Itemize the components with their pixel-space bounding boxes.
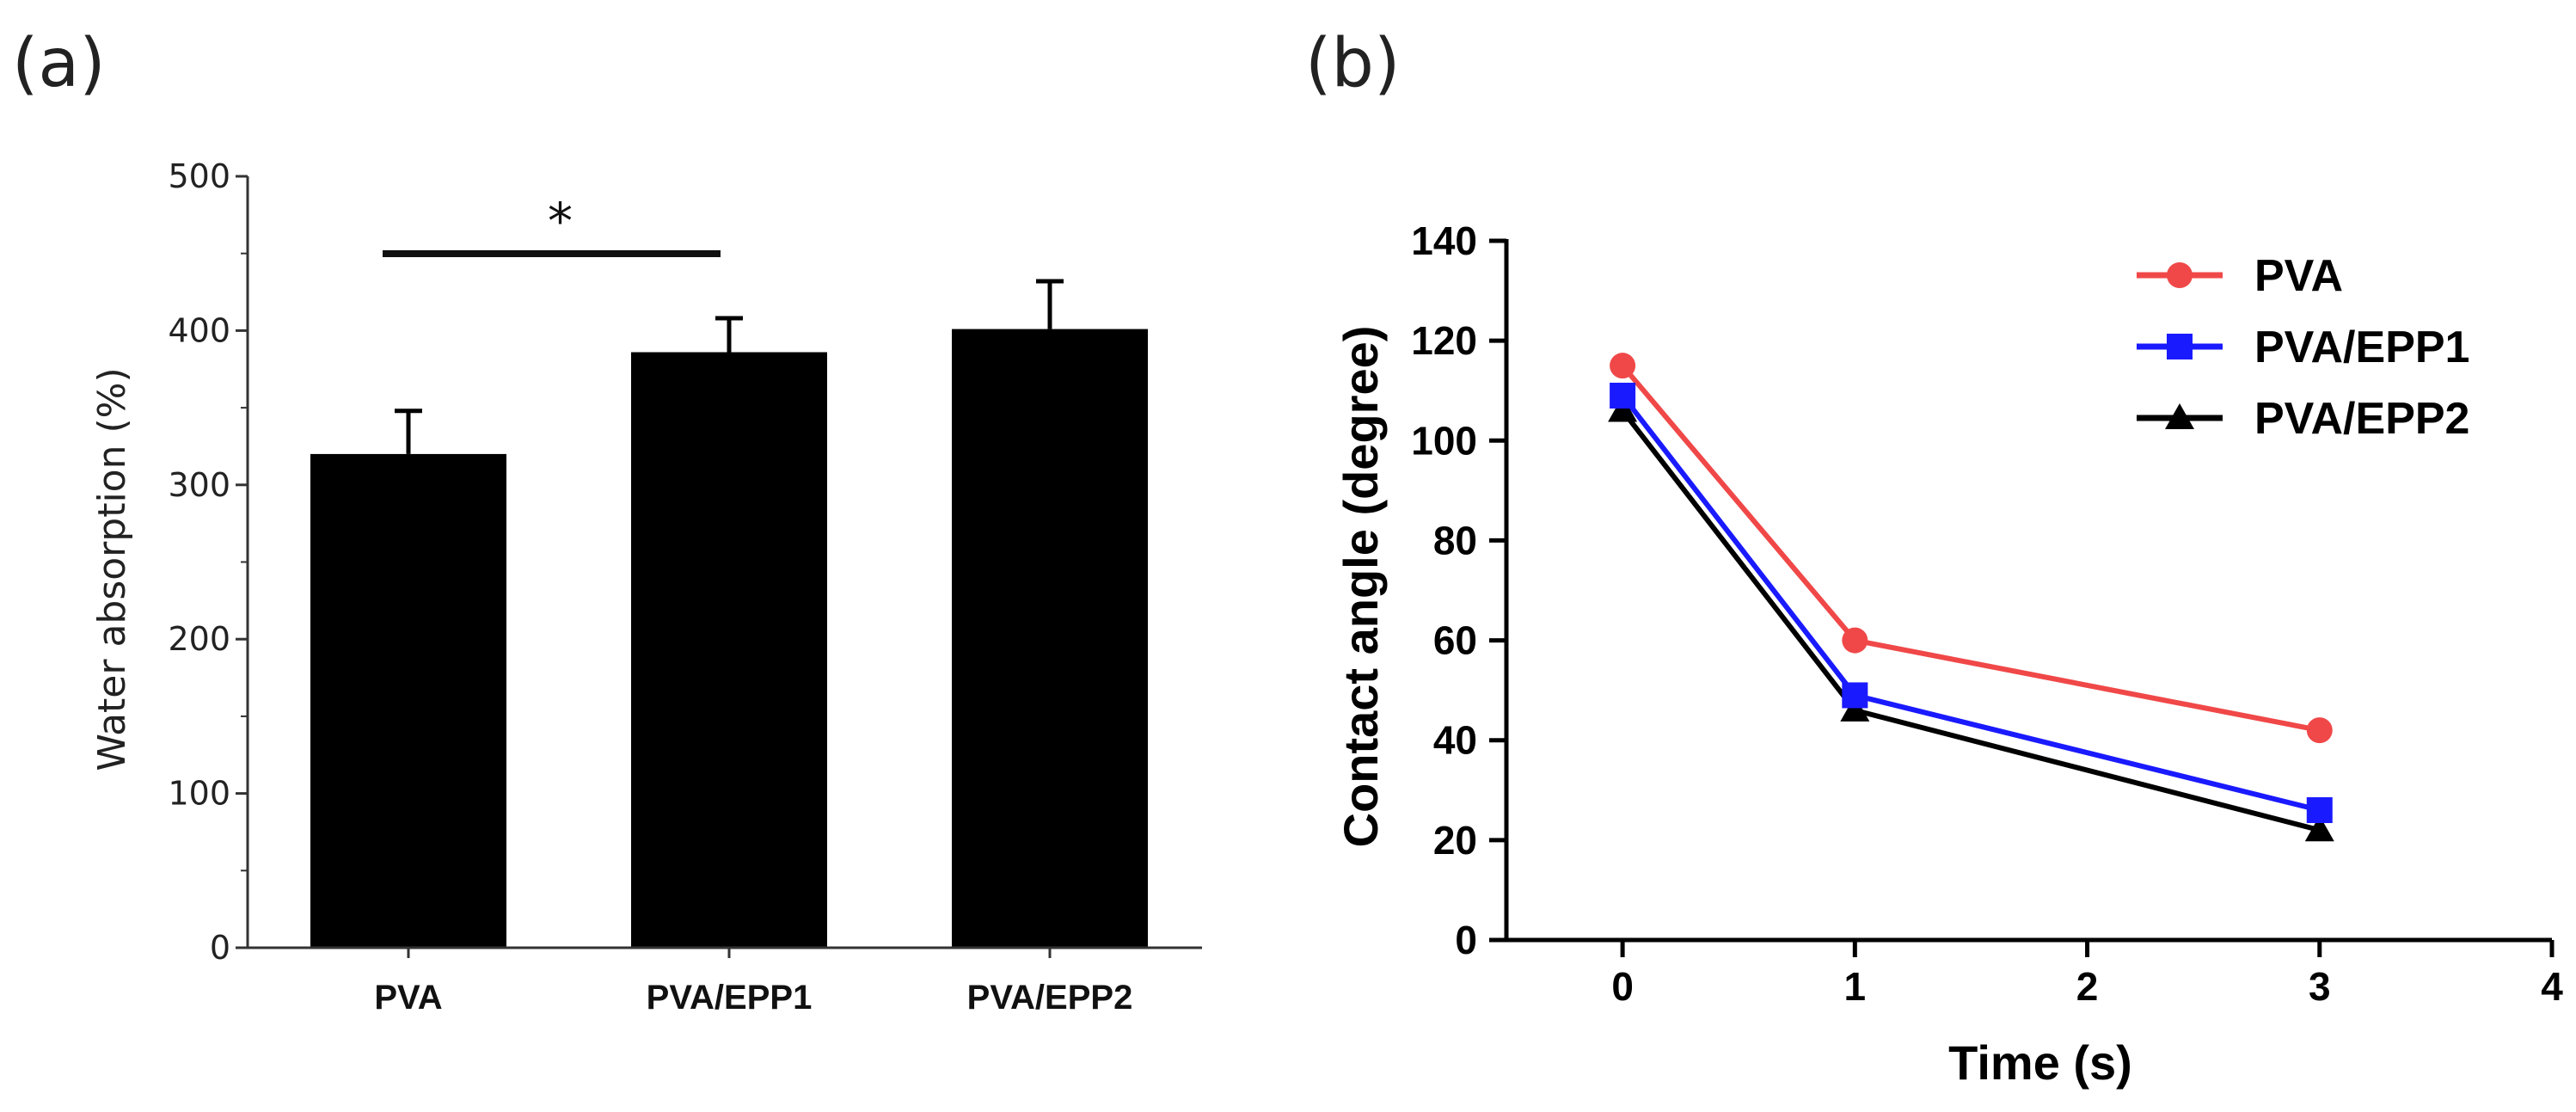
significance-marker: * [548,192,573,250]
x-tick-label: 4 [2541,964,2563,1009]
data-point-pva-epp2 [1840,695,1870,722]
category-labels: PVA PVA/EPP1 PVA/EPP2 [374,948,1132,1017]
legend-label: PVA/EPP2 [2254,394,2469,444]
legend-marker [2167,262,2193,288]
y-axis-label: Contact angle (degree) [1334,326,1388,848]
data-point-pva [2306,717,2333,744]
series-line-pva-epp1 [1620,394,2321,813]
axes [246,176,1202,949]
category-label: PVA/EPP2 [967,979,1133,1017]
bar [952,329,1148,949]
bars [310,329,1148,949]
error-bars [395,279,1064,454]
legend-label: PVA [2254,251,2343,301]
y-tick-label: 200 [168,620,230,658]
data-point-pva-epp1 [1610,383,1636,409]
x-axis-label: Time (s) [1948,1035,2132,1090]
legend-marker [2167,334,2193,359]
y-tick-label: 0 [1455,918,1477,962]
bar-chart-panel: (a) Water absorption (%) 0 100 200 300 400 50… [12,25,1202,1017]
panel-label-a: (a) [12,25,106,102]
y-axis-ticks: 0 20 40 60 80 100 120 140 [1411,218,1506,962]
legend: PVA PVA/EPP1 PVA/EPP2 [2137,251,2469,444]
category-label: PVA/EPP1 [647,979,813,1017]
y-tick-label: 20 [1433,818,1477,863]
legend-label: PVA/EPP1 [2254,323,2469,372]
x-tick-label: 1 [1844,964,1867,1009]
panel-label-b: (b) [1305,25,1400,102]
bar [310,453,506,948]
y-tick-label: 500 [168,157,230,195]
line-chart-panel: (b) Contact angle (degree) Time (s) 0204… [1305,25,2563,1090]
legend-marker [2165,403,2194,429]
y-tick-label: 60 [1433,618,1477,663]
data-point-pva [1842,627,1868,654]
y-axis-ticks: 0 100 200 300 400 500 [168,157,248,967]
data-point-pva-epp1 [2306,797,2333,824]
data-point-pva-epp2 [1608,396,1638,422]
series-line-pva-epp2 [1620,409,2321,833]
y-tick-label: 300 [168,466,230,504]
category-label: PVA [374,979,442,1017]
data-point-pva [1610,353,1636,379]
y-tick-label: 40 [1433,718,1477,763]
data-point-pva-epp1 [1842,682,1868,709]
x-axis-ticks: 0 1 2 3 4 [1611,940,2563,1009]
data-point-pva-epp2 [2304,815,2334,842]
y-tick-label: 400 [168,311,230,349]
x-tick-label: 0 [1611,964,1634,1009]
y-tick-label: 100 [168,775,230,813]
y-axis-label: Water absorption (%) [90,367,134,771]
x-tick-label: 3 [2309,964,2331,1009]
series-markers [1608,353,2334,842]
x-tick-label: 2 [2076,964,2099,1009]
series-lines [1620,364,2321,833]
y-tick-label: 80 [1433,518,1477,562]
axes [1504,239,2552,943]
y-tick-label: 0 [210,929,230,967]
y-tick-label: 120 [1411,318,1477,363]
bar [631,352,827,948]
y-tick-label: 100 [1411,418,1477,463]
y-tick-label: 140 [1411,218,1477,263]
